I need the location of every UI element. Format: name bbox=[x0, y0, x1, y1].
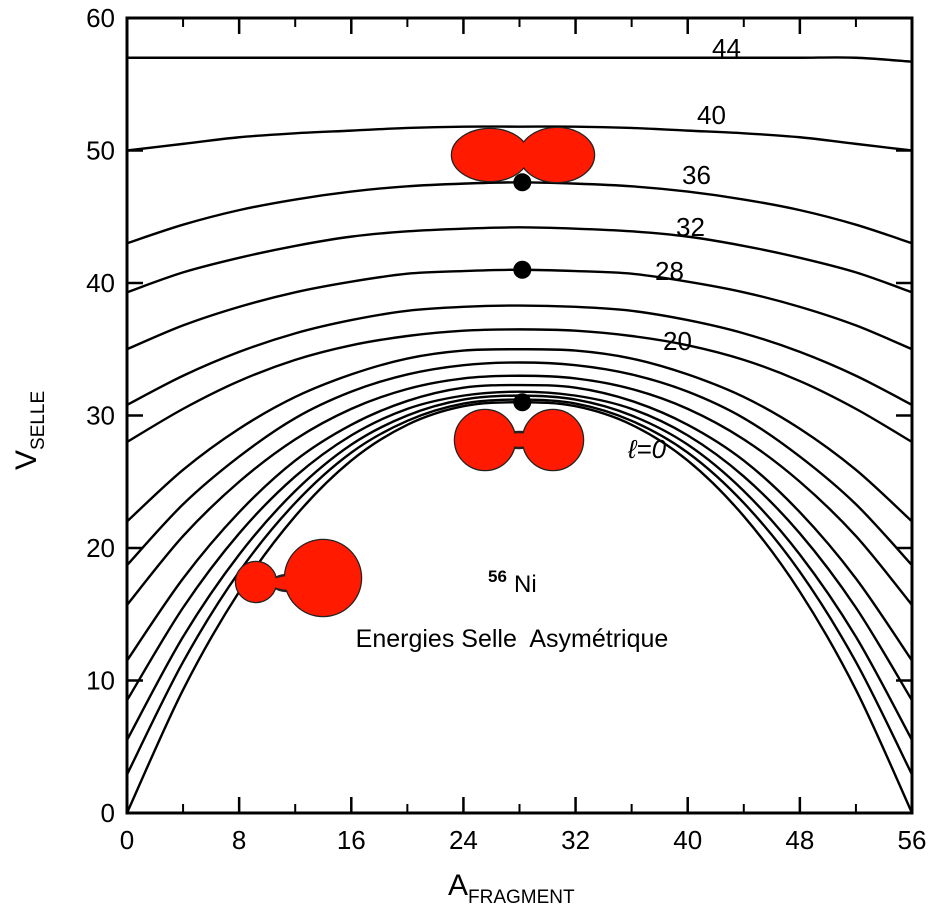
y-axis-label-sub: SELLE bbox=[28, 391, 49, 450]
curve-label: ℓ=0 bbox=[627, 434, 667, 464]
curve bbox=[125, 401, 914, 814]
x-tick-label: 8 bbox=[232, 825, 246, 855]
nucleus-shape bbox=[234, 538, 363, 618]
curve bbox=[126, 268, 913, 351]
x-axis-label: AFRAGMENT bbox=[448, 869, 575, 908]
y-axis-label-main: V bbox=[10, 450, 43, 470]
curve bbox=[126, 374, 913, 606]
x-axis-label-sub: FRAGMENT bbox=[468, 887, 575, 908]
curve bbox=[126, 361, 913, 567]
y-tick-label: 10 bbox=[86, 666, 115, 696]
x-tick-label: 0 bbox=[120, 825, 134, 855]
saddle-point bbox=[513, 260, 532, 279]
y-tick-label: 40 bbox=[86, 268, 115, 298]
saddle-point bbox=[513, 393, 532, 412]
x-axis-label-main: A bbox=[448, 869, 468, 902]
curve bbox=[126, 383, 913, 662]
x-tick-label: 24 bbox=[449, 825, 478, 855]
y-tick-label: 50 bbox=[86, 136, 115, 166]
curve bbox=[126, 181, 913, 245]
y-tick-label: 30 bbox=[86, 401, 115, 431]
curve-label: 32 bbox=[676, 212, 705, 242]
x-tick-label: 56 bbox=[898, 825, 927, 855]
curve-label: 44 bbox=[712, 33, 741, 63]
y-tick-label: 20 bbox=[86, 533, 115, 563]
curve-label: 40 bbox=[697, 100, 726, 130]
saddle-point bbox=[513, 173, 532, 192]
annotation-mass: 56 bbox=[488, 567, 507, 586]
x-tick-label: 40 bbox=[673, 825, 702, 855]
curve bbox=[126, 328, 913, 444]
curve bbox=[126, 304, 913, 406]
curve bbox=[126, 226, 913, 294]
y-tick-label: 0 bbox=[101, 798, 115, 828]
y-axis-label: VSELLE bbox=[10, 391, 49, 470]
curve-label: 36 bbox=[682, 160, 711, 190]
curve bbox=[127, 56, 913, 63]
annotation-text: Energies Selle Asymétrique bbox=[356, 625, 669, 653]
nucleus-shape bbox=[453, 408, 585, 472]
y-tick-label: 60 bbox=[86, 3, 115, 33]
curve-label: 20 bbox=[663, 326, 692, 356]
curve bbox=[125, 390, 914, 701]
curve bbox=[126, 125, 913, 152]
x-tick-label: 16 bbox=[337, 825, 366, 855]
annotation-element: Ni bbox=[514, 571, 537, 598]
curve bbox=[126, 348, 913, 523]
x-tick-label: 48 bbox=[785, 825, 814, 855]
nucleus-shape bbox=[450, 126, 596, 184]
x-tick-label: 32 bbox=[561, 825, 590, 855]
curve-label: 28 bbox=[655, 256, 684, 286]
